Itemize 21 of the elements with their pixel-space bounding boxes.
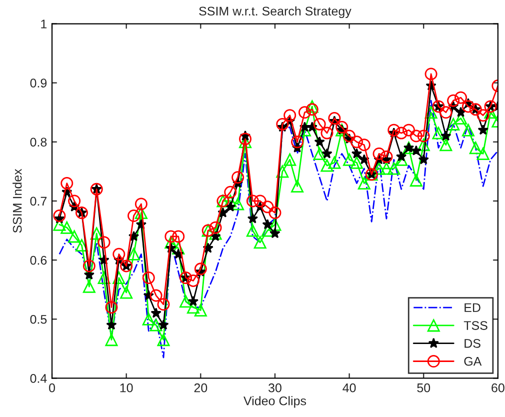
chart-title: SSIM w.r.t. Search Strategy	[199, 6, 352, 18]
legend-label: GA	[464, 356, 482, 366]
legend-label: DS	[464, 338, 480, 348]
y-tick-label: 0.7	[30, 196, 47, 206]
y-tick-label: 1	[41, 20, 47, 28]
y-tick-label: 0.6	[30, 256, 47, 265]
y-tick-label: 0.4	[30, 374, 47, 383]
x-tick-label: 30	[268, 383, 282, 392]
x-tick-label: 20	[194, 383, 208, 392]
x-tick-label: 0	[49, 383, 55, 392]
x-tick-label: 60	[492, 383, 504, 392]
y-tick-label: 0.9	[30, 78, 47, 88]
legend-label: TSS	[464, 321, 488, 330]
y-tick-label: 0.8	[30, 138, 47, 147]
x-tick-label: 40	[342, 383, 356, 392]
x-axis-title: Video Clips	[244, 396, 306, 408]
y-tick-label: 0.5	[30, 314, 47, 324]
x-tick-label: 50	[417, 383, 430, 392]
legend-label: ED	[464, 303, 480, 312]
y-axis-title: SSIM Index	[12, 168, 22, 233]
x-tick-label: 10	[120, 383, 133, 392]
